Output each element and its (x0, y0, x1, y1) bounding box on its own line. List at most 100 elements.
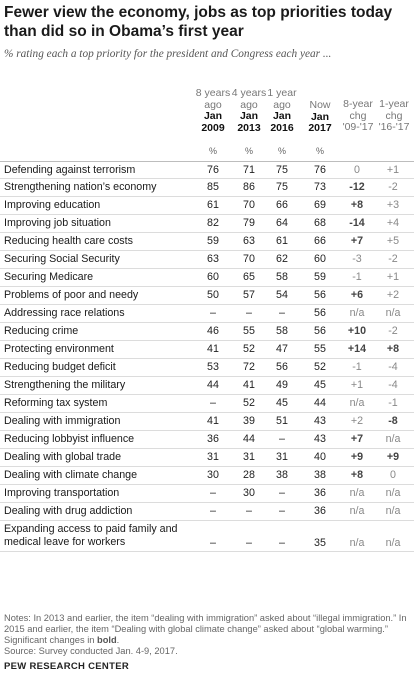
column-period-1: 2013 (237, 121, 261, 134)
cell-value: 61 (276, 235, 288, 247)
cell-value: 41 (243, 379, 255, 391)
row-label: Reducing health care costs (4, 235, 133, 247)
table-row: Reducing health care costs 59 63 61 66 +7 +5 (0, 233, 414, 251)
cell-value: 28 (243, 469, 255, 481)
notes: Notes: In 2013 and earlier, the item “de… (4, 613, 412, 646)
row-label: Problems of poor and needy (4, 289, 139, 301)
cell-value: 35 (314, 537, 326, 549)
row-label: Dealing with drug addiction (4, 505, 133, 517)
row-label: Improving education (4, 199, 101, 211)
table-row: Defending against terrorism 76 71 75 76 0 +1 (0, 161, 414, 179)
row-label: Dealing with global trade (4, 451, 122, 463)
cell-value: 51 (276, 415, 288, 427)
cell-value: – (246, 505, 252, 517)
cell-value: 56 (276, 361, 288, 373)
row-label: Securing Medicare (4, 271, 94, 283)
cell-value: 52 (243, 343, 255, 355)
cell-value: – (210, 487, 216, 499)
cell-value: 72 (243, 361, 255, 373)
cell-change: -14 (349, 217, 365, 229)
column-period-0: Jan (239, 110, 259, 122)
column-ago-2: ago (240, 98, 258, 111)
column-ago-2: ago (273, 98, 291, 111)
cell-value: 60 (314, 253, 326, 265)
cell-value: 49 (276, 379, 288, 391)
change-header-0: 8-year chg '09-'17 (338, 98, 378, 134)
change-header-line-0: 8-year (343, 98, 373, 110)
cell-change: n/a (385, 307, 401, 319)
column-ago: 1 year (267, 87, 297, 99)
cell-value: 40 (314, 451, 326, 463)
cell-value: 79 (243, 217, 255, 229)
cell-change: n/a (349, 487, 365, 499)
table-row: Improving education 61 70 66 69 +8 +3 (0, 197, 414, 215)
cell-value: 66 (276, 199, 288, 211)
cell-change: -3 (352, 253, 362, 265)
cell-change: n/a (385, 433, 401, 445)
cell-value: – (279, 487, 285, 499)
cell-change: +5 (386, 235, 400, 247)
column-header-1: 4 years ago Jan 2013 (228, 87, 270, 134)
table-row: Improving job situation 82 79 64 68 -14 +4 (0, 215, 414, 233)
cell-value: 73 (314, 181, 326, 193)
cell-value: 66 (314, 235, 326, 247)
change-header-line-2: '09-'17 (342, 121, 374, 133)
cell-value: 43 (314, 415, 326, 427)
cell-value: 55 (314, 343, 326, 355)
row-label: Strengthening the military (4, 379, 126, 391)
cell-value: – (210, 397, 216, 409)
cell-change: +1 (386, 271, 400, 283)
cell-value: 63 (207, 253, 219, 265)
column-unit-2: % (277, 146, 286, 156)
cell-change: +2 (386, 289, 400, 301)
brand-logo-text: PEW RESEARCH CENTER (4, 661, 129, 672)
column-period-1: 2017 (308, 122, 332, 134)
cell-change: -1 (388, 397, 398, 409)
cell-value: 30 (207, 469, 219, 481)
cell-change: n/a (349, 397, 365, 409)
cell-change: n/a (349, 307, 365, 319)
chart-title: Fewer view the economy, jobs as top prio… (4, 4, 393, 40)
cell-value: 39 (243, 415, 255, 427)
table-row: Strengthening nation’s economy 85 86 75 73 -1… (0, 179, 414, 197)
column-unit-1: % (244, 146, 253, 156)
source: Source: Survey conducted Jan. 4-9, 2017. (4, 646, 178, 656)
cell-value: 44 (207, 379, 219, 391)
cell-value: 36 (207, 433, 219, 445)
cell-value: 76 (207, 164, 219, 176)
row-label: Addressing race relations (4, 307, 125, 319)
cell-change: 0 (354, 164, 360, 176)
cell-value: 38 (314, 469, 326, 481)
column-period-0: Jan (272, 110, 292, 122)
cell-change: -4 (388, 379, 398, 391)
cell-change: -4 (388, 361, 398, 373)
cell-value: 45 (314, 379, 326, 391)
column-header-0: 8 years ago Jan 2009 (192, 87, 234, 134)
cell-value: – (210, 307, 216, 319)
table-row: Problems of poor and needy 50 57 54 56 +6 +2 (0, 287, 414, 305)
cell-value: 52 (243, 397, 255, 409)
cell-change: +6 (350, 289, 364, 301)
cell-change: -1 (352, 271, 362, 283)
cell-value: 46 (207, 325, 219, 337)
table-row: Securing Medicare 60 65 58 59 -1 +1 (0, 269, 414, 287)
table-row: Reducing budget deficit 53 72 56 52 -1 -4 (0, 359, 414, 377)
change-header-line-2: '16-'17 (378, 121, 410, 133)
row-label: Reducing crime (4, 325, 79, 337)
table-row: Addressing race relations – – – 56 n/a n/a (0, 305, 414, 323)
cell-change: -12 (349, 181, 365, 193)
cell-value: 52 (314, 361, 326, 373)
cell-value: 69 (314, 199, 326, 211)
cell-change: n/a (385, 505, 401, 517)
cell-value: 55 (243, 325, 255, 337)
cell-value: 85 (207, 181, 219, 193)
column-ago: Now (309, 99, 331, 111)
row-label: Reducing lobbyist influence (4, 433, 135, 445)
cell-value: 58 (276, 271, 288, 283)
cell-value: 31 (276, 451, 288, 463)
cell-value: 65 (243, 271, 255, 283)
table-row: Reforming tax system – 52 45 44 n/a -1 (0, 395, 414, 413)
cell-value: – (210, 505, 216, 517)
cell-change: n/a (385, 537, 401, 549)
